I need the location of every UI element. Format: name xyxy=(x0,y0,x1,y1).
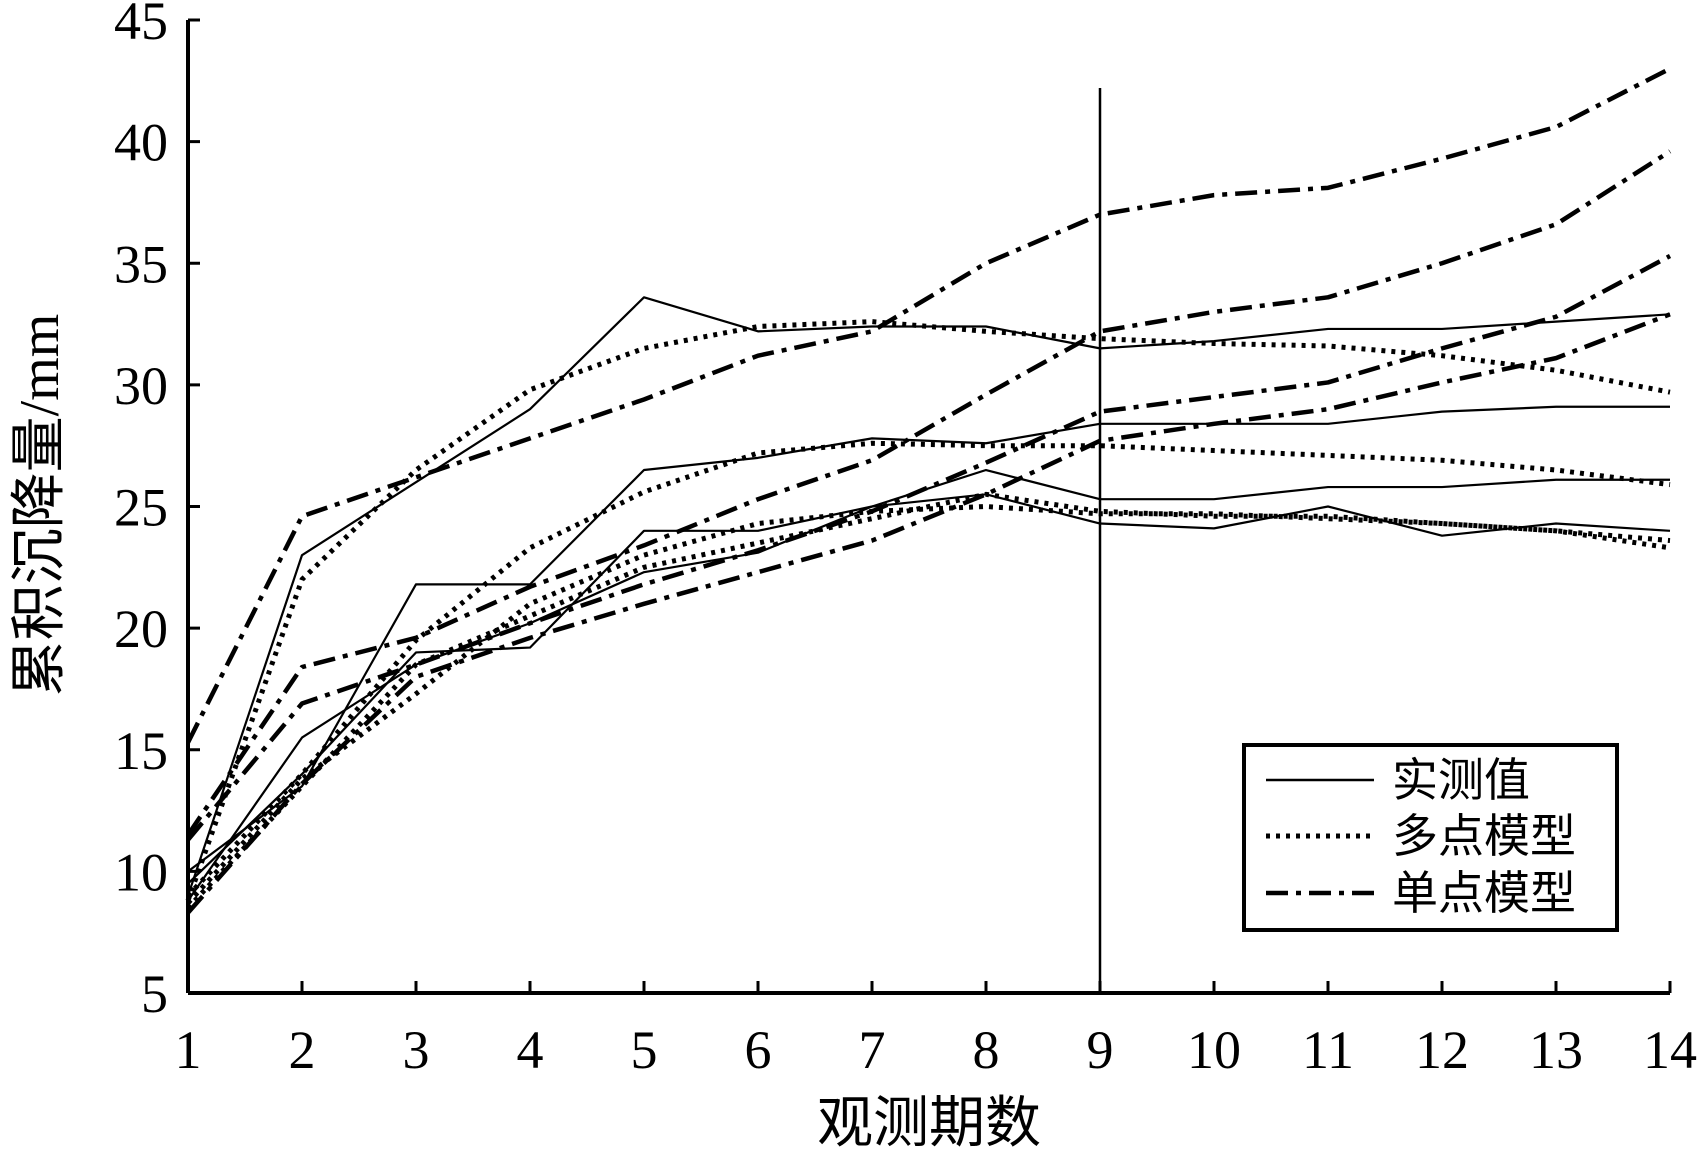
x-tick-label: 2 xyxy=(289,1020,316,1080)
y-tick-label: 30 xyxy=(114,356,168,416)
x-tick-label: 6 xyxy=(745,1020,772,1080)
series-line-dashdot-9 xyxy=(186,149,1672,837)
legend-label-measured: 实测值 xyxy=(1392,755,1530,806)
legend-label-multipoint: 多点模型 xyxy=(1392,811,1576,862)
series-line-dashdot-8 xyxy=(185,66,1672,744)
series-line-dotted-7 xyxy=(186,491,1671,910)
y-tick-label: 35 xyxy=(114,234,168,294)
y-tick-label: 5 xyxy=(141,964,168,1024)
x-tick-label: 10 xyxy=(1187,1020,1241,1080)
series-line-dotted-4 xyxy=(185,319,1671,902)
x-ticks: 1 2 3 4 5 6 7 8 9 10 11 12 13 14 xyxy=(175,981,1697,1080)
y-tick-label: 25 xyxy=(114,478,168,538)
x-tick-label: 12 xyxy=(1415,1020,1469,1080)
y-ticks: 5 10 15 20 25 30 35 40 45 xyxy=(114,0,200,1024)
x-tick-label: 5 xyxy=(631,1020,658,1080)
y-tick-label: 45 xyxy=(114,0,168,51)
y-tick-label: 20 xyxy=(114,599,168,659)
x-tick-label: 8 xyxy=(973,1020,1000,1080)
series-layer xyxy=(185,66,1672,915)
x-tick-label: 11 xyxy=(1302,1020,1354,1080)
x-tick-label: 4 xyxy=(517,1020,544,1080)
x-tick-label: 7 xyxy=(859,1020,886,1080)
legend-label-singlepoint: 单点模型 xyxy=(1392,868,1576,919)
y-tick-label: 40 xyxy=(114,113,168,173)
series-line-dotted-5 xyxy=(186,440,1671,898)
series-line-dashdot-11 xyxy=(186,312,1671,915)
x-axis-title: 观测期数 xyxy=(817,1093,1041,1155)
x-tick-label: 14 xyxy=(1643,1020,1697,1080)
series-line-solid-2 xyxy=(187,468,1670,885)
series-line-solid-1 xyxy=(187,405,1670,873)
x-tick-label: 9 xyxy=(1087,1020,1114,1080)
y-tick-label: 15 xyxy=(114,721,168,781)
y-tick-label: 10 xyxy=(114,842,168,902)
x-tick-label: 3 xyxy=(403,1020,430,1080)
x-tick-label: 13 xyxy=(1529,1020,1583,1080)
series-line-dashdot-10 xyxy=(186,253,1672,842)
y-axis-title: 累积沉降量/mm xyxy=(9,314,71,697)
legend: 实测值 多点模型 单点模型 xyxy=(1242,743,1619,932)
x-tick-label: 1 xyxy=(175,1020,202,1080)
